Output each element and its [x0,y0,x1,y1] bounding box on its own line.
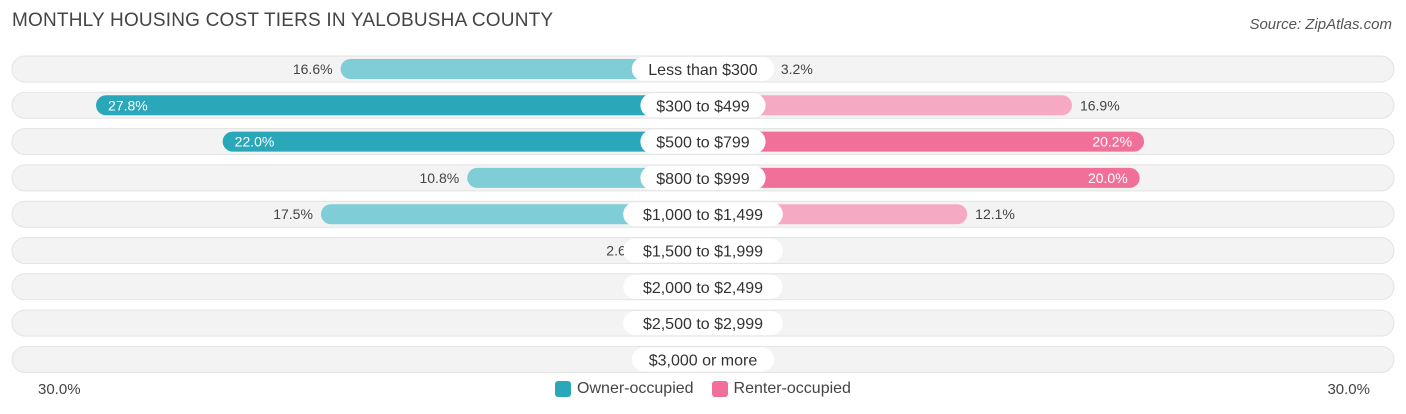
owner-value-label: 22.0% [235,134,275,150]
renter-value-label: 16.9% [1080,97,1120,113]
chart-row: 0.17%0.19%$3,000 or more [11,345,1395,373]
renter-value-label: 3.2% [781,61,813,77]
category-pill [623,274,783,299]
category-pill [640,165,766,190]
legend-renter-swatch [711,381,728,397]
chart-row: 16.6% 3.2% Less than $300 [11,55,1395,83]
category-label: $3,000 or more [649,352,758,369]
renter-value-label: 12.1% [975,206,1015,222]
axis-right-label: 30.0% [1327,381,1370,398]
legend-owner-swatch [555,381,572,397]
legend-owner: Owner-occupied [555,380,694,398]
renter-bar [703,167,1140,188]
renter-bar [703,131,1145,152]
owner-bar [320,204,703,225]
owner-value-label: 17.5% [273,206,313,222]
category-pill [631,347,775,372]
category-label: $800 to $999 [656,171,750,188]
owner-bar [340,59,703,79]
source-note: Source: ZipAtlas.com [1249,16,1392,33]
category-label: $2,500 to $2,999 [643,316,763,333]
chart-row: 27.8% 16.9% $300 to $499 [11,91,1395,119]
category-pill [631,57,775,81]
category-pill [623,202,783,227]
category-label: $1,000 to $1,499 [643,207,763,224]
owner-bar [96,95,704,116]
chart-row: 22.0% 20.2% $500 to $799 [11,128,1395,156]
renter-value-label: 20.2% [1092,134,1132,150]
chart-row: 17.5% 12.1% $1,000 to $1,499 [11,200,1395,228]
category-pill [640,93,766,118]
legend-renter: Renter-occupied [711,380,851,398]
axis-left-label: 30.0% [38,381,81,398]
chart-row: 2.6%0.0%$1,500 to $1,999 [11,237,1395,264]
renter-bar [703,95,1072,116]
legend-owner-label: Owner-occupied [577,380,694,397]
chart-row: 10.8% 20.0% $800 to $999 [11,164,1395,192]
renter-value-label: 20.0% [1088,170,1128,186]
category-label: $300 to $499 [656,98,750,115]
category-pill [640,129,766,154]
chart-title: MONTHLY HOUSING COST TIERS IN YALOBUSHA … [12,10,554,31]
legend: Owner-occupied Renter-occupied [0,380,1406,398]
category-label: $2,000 to $2,499 [643,280,763,297]
category-pill [623,311,783,336]
owner-value-label: 16.6% [293,61,333,77]
owner-value-label: 27.8% [108,97,148,113]
category-pill [623,238,783,263]
diverging-bar-chart: 16.6% 3.2% Less than $300 27.8% 16.9% $300 to… [11,55,1395,373]
owner-value-label: 10.8% [419,170,459,186]
legend-renter-label: Renter-occupied [733,380,851,397]
chart-row: 1.6%0.0%$2,500 to $2,999 [11,309,1395,337]
category-label: $500 to $799 [656,135,750,152]
category-label: Less than $300 [648,62,758,79]
category-label: $1,500 to $1,999 [643,244,763,261]
owner-bar [222,131,703,152]
chart-row: 0.98%0.58%$2,000 to $2,499 [11,273,1395,301]
